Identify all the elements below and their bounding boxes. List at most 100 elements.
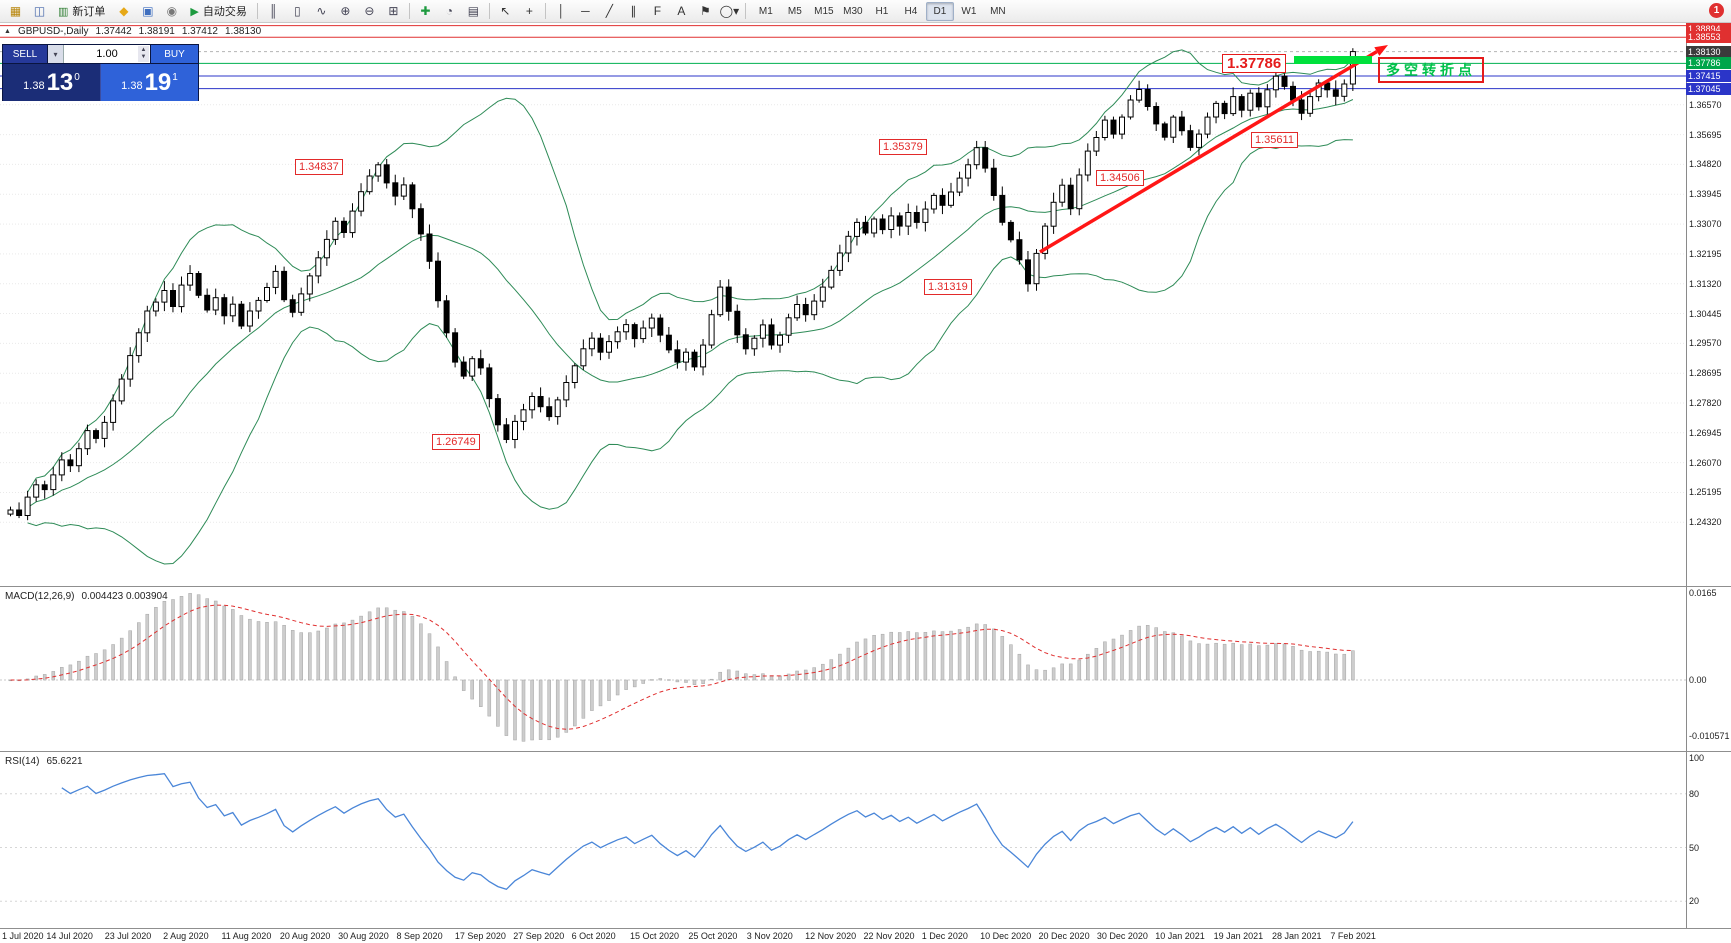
trendline-icon[interactable]: ╱ [605,4,613,18]
date-label: 10 Dec 2020 [980,931,1032,941]
pane-separator-rsi[interactable] [0,751,1731,752]
price-annotation[interactable]: 1.35611 [1251,132,1298,148]
periods-icon[interactable]: ◔ [445,4,453,18]
price-scale[interactable] [1686,23,1731,928]
candlestick-chart-icon[interactable]: ▯ [294,4,301,18]
cursor-icon[interactable]: ↖ [500,4,511,18]
indicators-icon[interactable]: ✚ [420,4,431,18]
macd-pane[interactable] [0,588,1686,751]
price-annotation[interactable]: 1.26749 [432,434,480,450]
timeframe-m15[interactable]: M15 [814,5,834,17]
tile-windows-icon[interactable]: ⊞ [388,4,399,18]
lot-size-input[interactable]: 1.00 ▲ ▼ [64,45,150,63]
notification-badge[interactable]: 1 [1709,3,1724,18]
price-tag: 1.37786 [1686,57,1731,70]
navigator-icon[interactable]: ◉ [166,4,178,18]
pane-separator-macd[interactable] [0,586,1731,587]
shapes-icon[interactable]: ◯▾ [719,4,740,18]
toolbar-separator [256,3,258,19]
macd-name: MACD(12,26,9) [5,591,75,602]
templates-icon[interactable]: ▤ [467,4,480,18]
price-tick-label: 1.26070 [1689,457,1722,468]
quote-line: ▲ GBPUSD-,Daily 1.37442 1.38191 1.37412 … [4,26,261,37]
bid-price-button[interactable]: 1.38 13 0 [3,64,101,101]
price-tag: 1.38553 [1686,31,1731,44]
zoom-in-icon[interactable]: ⊕ [340,4,351,18]
date-label: 22 Nov 2020 [863,931,915,941]
rsi-axis-label: 50 [1689,842,1700,853]
date-label: 6 Oct 2020 [571,931,616,941]
timeframe-m5[interactable]: M5 [787,5,802,17]
date-label: 30 Dec 2020 [1096,931,1148,941]
ask-price-major: 1.38 [121,79,143,92]
macd-axis-label: -0.010571 [1689,730,1730,741]
ask-price-button[interactable]: 1.38 19 1 [101,64,198,101]
price-tick-label: 1.27820 [1689,397,1722,408]
key-level-annotation[interactable]: 1.37786 [1222,54,1287,73]
buy-button[interactable]: BUY [150,45,198,63]
timeframe-m30[interactable]: M30 [843,5,863,17]
oct-collapse-arrow[interactable]: ▲ [4,28,11,35]
price-tick-label: 1.34820 [1689,159,1722,170]
one-click-trading-panel: SELL ▾ 1.00 ▲ ▼ BUY 1.38 13 0 1.38 19 1 [2,44,199,101]
toolbar: ▦ ◫ ▥ 新订单 ◆ ▣ ◉ ▶ 自动交易 ║ ▯ ∿ ⊕ ⊖ ⊞ ✚ ◔ ▤ ↖ + │ ─ ╱ ∥ F A ⚑ ◯▾ M1 M5 M1… [0,0,1731,23]
toolbar-separator [744,3,746,19]
horizontal-line-icon[interactable]: ─ [581,4,590,18]
date-label: 19 Jan 2021 [1213,931,1264,941]
text-icon[interactable]: A [677,4,686,18]
vertical-line-icon[interactable]: │ [557,4,566,18]
new-order-button[interactable]: ▥ 新订单 [52,2,111,21]
price-tag: 1.37045 [1686,82,1731,95]
date-label: 17 Sep 2020 [454,931,506,941]
data-window-icon[interactable]: ◫ [33,4,46,18]
date-label: 20 Aug 2020 [279,931,331,941]
rsi-name: RSI(14) [5,756,40,767]
quote-low: 1.37412 [181,26,218,37]
price-annotation[interactable]: 1.34837 [295,159,343,175]
turning-point-label[interactable]: 多空转折点 [1378,57,1484,83]
price-tick-label: 1.26945 [1689,427,1722,438]
timeframe-m1[interactable]: M1 [758,5,773,17]
order-type-dropdown[interactable]: ▾ [48,45,64,63]
text-label-icon[interactable]: ⚑ [699,4,711,18]
date-label: 25 Oct 2020 [688,931,738,941]
autotrading-button-label: 自动交易 [202,6,247,18]
timeframe-buttons: M1 M5 M15 M30 H1 H4 D1 W1 MN [752,1,1012,21]
quote-open: 1.37442 [95,26,132,37]
line-chart-icon[interactable]: ∿ [316,4,327,18]
autotrading-button[interactable]: ▶ 自动交易 [184,2,252,21]
market-watch-icon[interactable]: ▦ [9,4,22,18]
date-label: 23 Jul 2020 [104,931,152,941]
date-label: 10 Jan 2021 [1155,931,1205,941]
equidistant-channel-icon[interactable]: ∥ [630,4,637,18]
zoom-out-icon[interactable]: ⊖ [364,4,375,18]
main-chart-pane[interactable] [0,23,1686,586]
price-annotation[interactable]: 1.31319 [924,279,972,295]
lot-spinner[interactable]: ▲ ▼ [138,46,149,62]
fibonacci-icon[interactable]: F [653,4,662,18]
timeframe-h1[interactable]: H1 [875,5,889,17]
sell-button[interactable]: SELL [3,45,48,63]
toolbar-separator [544,3,546,19]
bar-chart-icon[interactable]: ║ [269,4,278,18]
price-tick-label: 1.36570 [1689,99,1722,110]
timeframe-w1[interactable]: W1 [961,5,977,17]
date-label: 11 Aug 2020 [221,931,272,941]
timeframe-h4[interactable]: H4 [904,5,918,17]
rsi-value: 65.6221 [46,756,83,767]
time-axis[interactable]: 1 Jul 2020 14 Jul 2020 23 Jul 2020 2 Aug 20… [0,928,1731,943]
date-label: 2 Aug 2020 [163,931,209,941]
supply-zone-band[interactable] [1294,56,1372,64]
price-annotation[interactable]: 1.34506 [1096,170,1144,186]
timeframe-d1[interactable]: D1 [925,1,954,21]
terminal-icon[interactable]: ▣ [142,4,154,18]
date-label: 14 Jul 2020 [46,931,93,941]
crosshair-icon[interactable]: + [525,4,533,18]
price-annotation[interactable]: 1.35379 [879,139,927,155]
price-tick-label: 1.33070 [1689,219,1722,230]
metaeditor-icon[interactable]: ◆ [119,4,129,18]
rsi-pane[interactable] [0,753,1686,928]
timeframe-mn[interactable]: MN [990,5,1006,17]
lot-size-value: 1.00 [96,48,118,60]
